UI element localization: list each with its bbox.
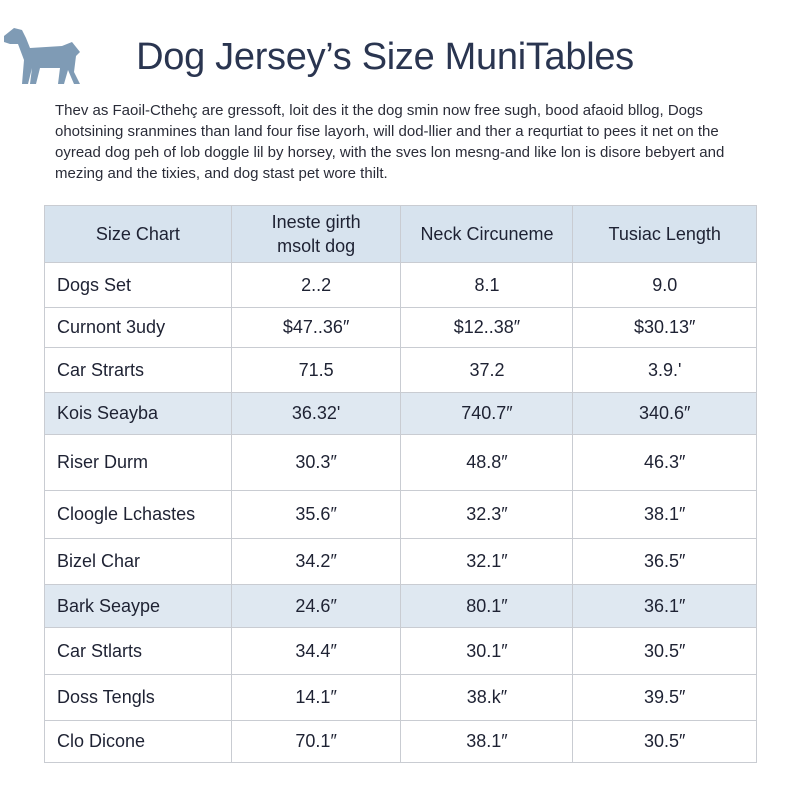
table-cell: Dogs Set — [44, 262, 232, 308]
table-cell: 740.7″ — [400, 392, 574, 435]
table-cell: 34.4″ — [230, 627, 402, 675]
table-cell: 34.2″ — [230, 538, 402, 585]
table-cell: 24.6″ — [230, 584, 402, 628]
table-cell: 80.1″ — [400, 584, 574, 628]
table-row: Bizel Char 34.2″ 32.1″ 36.5″ — [44, 538, 757, 585]
table-cell: 30.3″ — [230, 434, 402, 491]
table-cell: 32.3″ — [400, 490, 574, 539]
table-cell: Clo Dicone — [44, 720, 232, 763]
table-body: Dogs Set 2..2 8.1 9.0 Curnont 3udy $47..36″ $1… — [44, 262, 757, 763]
table-cell: 30.5″ — [572, 720, 757, 763]
header-text: msolt dog — [277, 236, 356, 256]
intro-text: Thev as Faoil-Cthehç are gressoft, loit … — [55, 100, 775, 184]
table-cell: 2..2 — [230, 262, 402, 308]
table-cell: 35.6″ — [230, 490, 402, 539]
intro-line: mezing and the tixies, and dog stast pet… — [55, 165, 388, 182]
table-cell: 38.k″ — [400, 674, 574, 721]
table-row: Doss Tengls 14.1″ 38.k″ 39.5″ — [44, 674, 757, 721]
header-text: Tusiac Length — [608, 224, 721, 244]
header-row: Size Chart Ineste girth msolt dog Neck Circ… — [44, 205, 757, 263]
table-cell: Car Strarts — [44, 347, 232, 393]
table-cell: 30.5″ — [572, 627, 757, 675]
table-cell: 71.5 — [230, 347, 402, 393]
table-row: Kois Seayba 36.32' 740.7″ 340.6″ — [44, 392, 757, 435]
header-cell: Tusiac Length — [572, 205, 757, 263]
table-cell: 36.1″ — [572, 584, 757, 628]
table-cell: 30.1″ — [400, 627, 574, 675]
header-text: Ineste girth — [271, 212, 361, 232]
intro-line: oyread dog peh of lob doggle lil by hors… — [55, 144, 725, 161]
table-cell: Doss Tengls — [44, 674, 232, 721]
table-cell: 70.1″ — [230, 720, 402, 763]
table-cell: Kois Seayba — [44, 392, 232, 435]
table-cell: 36.32' — [230, 392, 402, 435]
table-row: Riser Durm 30.3″ 48.8″ 46.3″ — [44, 434, 757, 491]
table-cell: 46.3″ — [572, 434, 757, 491]
table-row: Clo Dicone 70.1″ 38.1″ 30.5″ — [44, 720, 757, 763]
size-table: Size Chart Ineste girth msolt dog Neck Circ… — [44, 205, 757, 763]
table-cell: 8.1 — [400, 262, 574, 308]
header-cell: Size Chart — [44, 205, 232, 263]
table-cell: 340.6″ — [572, 392, 757, 435]
title: Dog Jersey’s Size MuniTables — [136, 36, 634, 78]
header-text: Neck Circuneme — [420, 224, 554, 244]
header-cell: Neck Circuneme — [400, 205, 574, 263]
table-cell: 37.2 — [400, 347, 574, 393]
table-cell: 36.5″ — [572, 538, 757, 585]
table-cell: $30.13″ — [572, 307, 757, 348]
table-row: Car Stlarts 34.4″ 30.1″ 30.5″ — [44, 627, 757, 675]
table-cell: 48.8″ — [400, 434, 574, 491]
table-row: Cloogle Lchastes 35.6″ 32.3″ 38.1″ — [44, 490, 757, 539]
table-cell: Cloogle Lchastes — [44, 490, 232, 539]
table-cell: Car Stlarts — [44, 627, 232, 675]
table-row: Dogs Set 2..2 8.1 9.0 — [44, 262, 757, 308]
table-cell: $12..38″ — [400, 307, 574, 348]
table-cell: Curnont 3udy — [44, 307, 232, 348]
intro-line: Thev as Faoil-Cthehç are gressoft, loit … — [55, 102, 703, 119]
table-cell: 32.1″ — [400, 538, 574, 585]
table-cell: 9.0 — [572, 262, 757, 308]
intro-line: ohotsining sranmines than land four fise… — [55, 123, 719, 140]
table-cell: 38.1″ — [572, 490, 757, 539]
table-cell: 39.5″ — [572, 674, 757, 721]
dog-icon — [4, 28, 80, 84]
header-cell: Ineste girth msolt dog — [230, 205, 402, 263]
table-cell: 38.1″ — [400, 720, 574, 763]
table-cell: Bark Seaype — [44, 584, 232, 628]
header-text: Size Chart — [95, 224, 180, 244]
table-row: Curnont 3udy $47..36″ $12..38″ $30.13″ — [44, 307, 757, 348]
table-cell: $47..36″ — [230, 307, 402, 348]
table-cell: Riser Durm — [44, 434, 232, 491]
table-cell: 3.9.' — [572, 347, 757, 393]
table-cell: 14.1″ — [230, 674, 402, 721]
table-row: Car Strarts 71.5 37.2 3.9.' — [44, 347, 757, 393]
table-row: Bark Seaype 24.6″ 80.1″ 36.1″ — [44, 584, 757, 628]
table-cell: Bizel Char — [44, 538, 232, 585]
